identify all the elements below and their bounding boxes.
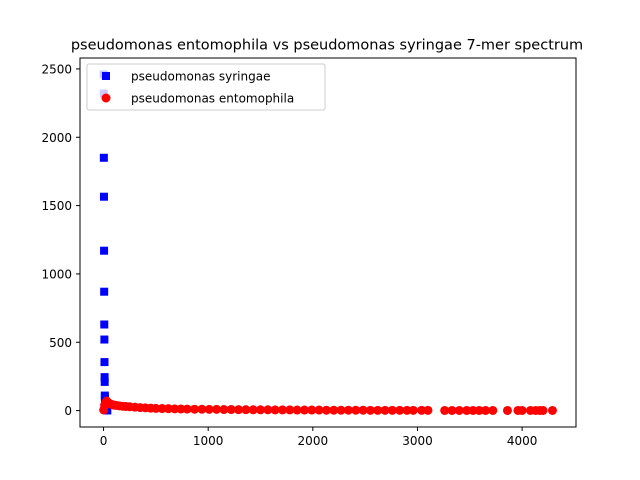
entomophila-point xyxy=(517,405,527,415)
x-tick-label: 4000 xyxy=(507,434,538,448)
legend-circle-marker xyxy=(101,93,111,103)
legend-label: pseudomonas entomophila xyxy=(131,92,294,106)
entomophila-point xyxy=(329,405,339,415)
entomophila-point xyxy=(373,405,383,415)
x-tick-label: 3000 xyxy=(402,434,433,448)
entomophila-point xyxy=(226,405,236,415)
entomophila-point xyxy=(387,405,397,415)
entomophila-point xyxy=(454,405,464,415)
entomophila-point xyxy=(351,405,361,415)
syringae-point xyxy=(100,335,109,344)
x-tick-label: 2000 xyxy=(298,434,329,448)
legend: pseudomonas syringae pseudomonas entomoph… xyxy=(86,63,326,111)
legend-box xyxy=(86,63,326,111)
entomophila-point xyxy=(402,405,412,415)
entomophila-point xyxy=(380,405,390,415)
entomophila-point xyxy=(248,405,258,415)
entomophila-point xyxy=(204,404,214,414)
entomophila-point xyxy=(468,405,478,415)
entomophila-point xyxy=(502,405,512,415)
entomophila-point xyxy=(395,405,405,415)
entomophila-point xyxy=(365,405,375,415)
entomophila-point xyxy=(176,404,186,414)
x-tick-label: 1000 xyxy=(193,434,224,448)
entomophila-point xyxy=(314,405,324,415)
legend-square-marker xyxy=(102,72,110,80)
entomophila-point xyxy=(408,405,418,415)
x-tick-label: 0 xyxy=(100,434,108,448)
entomophila-point xyxy=(336,405,346,415)
plot-frame xyxy=(79,57,577,428)
syringae-point xyxy=(100,358,109,367)
entomophila-point xyxy=(547,405,557,415)
entomophila-point xyxy=(423,405,433,415)
entomophila-point xyxy=(241,405,251,415)
entomophila-point xyxy=(151,403,161,413)
entomophila-point xyxy=(462,405,472,415)
entomophila-point xyxy=(307,405,317,415)
entomophila-point xyxy=(157,404,167,414)
entomophila-point xyxy=(417,405,427,415)
entomophila-point xyxy=(447,405,457,415)
plot-area xyxy=(99,70,557,415)
legend-label: pseudomonas syringae xyxy=(131,70,270,84)
entomophila-point xyxy=(263,405,273,415)
syringae-point xyxy=(100,377,109,386)
axes: 0 1000 2000 3000 4000 0 500 1000 1500 2000 2500 xyxy=(41,57,577,448)
entomophila-point xyxy=(292,405,302,415)
entomophila-point xyxy=(440,405,450,415)
y-tick-label: 500 xyxy=(49,336,72,350)
entomophila-point xyxy=(182,404,192,414)
entomophila-point xyxy=(190,404,200,414)
syringae-point xyxy=(100,373,109,382)
y-tick-label: 1500 xyxy=(41,199,72,213)
y-tick-label: 2000 xyxy=(41,131,72,145)
entomophila-point xyxy=(343,405,353,415)
syringae-point xyxy=(99,192,108,201)
y-tick-label: 2500 xyxy=(41,62,72,76)
entomophila-point xyxy=(480,405,490,415)
entomophila-point xyxy=(270,405,280,415)
syringae-point xyxy=(100,246,109,255)
entomophila-point xyxy=(212,404,222,414)
entomophila-point xyxy=(277,405,287,415)
entomophila-point xyxy=(170,404,180,414)
y-tick-label: 0 xyxy=(64,404,72,418)
chart-title: pseudomonas entomophila vs pseudomonas s… xyxy=(71,38,583,54)
entomophila-point xyxy=(299,405,309,415)
entomophila-point xyxy=(219,405,229,415)
syringae-point xyxy=(100,320,109,329)
entomophila-point xyxy=(538,405,548,415)
syringae-point xyxy=(99,153,108,162)
entomophila-point xyxy=(234,405,244,415)
entomophila-point xyxy=(488,405,498,415)
entomophila-point xyxy=(163,404,173,414)
entomophila-point xyxy=(285,405,295,415)
syringae-point xyxy=(100,287,109,296)
entomophila-point xyxy=(197,404,207,414)
entomophila-point xyxy=(321,405,331,415)
entomophila-point xyxy=(256,405,266,415)
entomophila-point xyxy=(474,405,484,415)
data-points xyxy=(99,70,557,415)
y-tick-label: 1000 xyxy=(41,267,72,281)
entomophila-point xyxy=(358,405,368,415)
